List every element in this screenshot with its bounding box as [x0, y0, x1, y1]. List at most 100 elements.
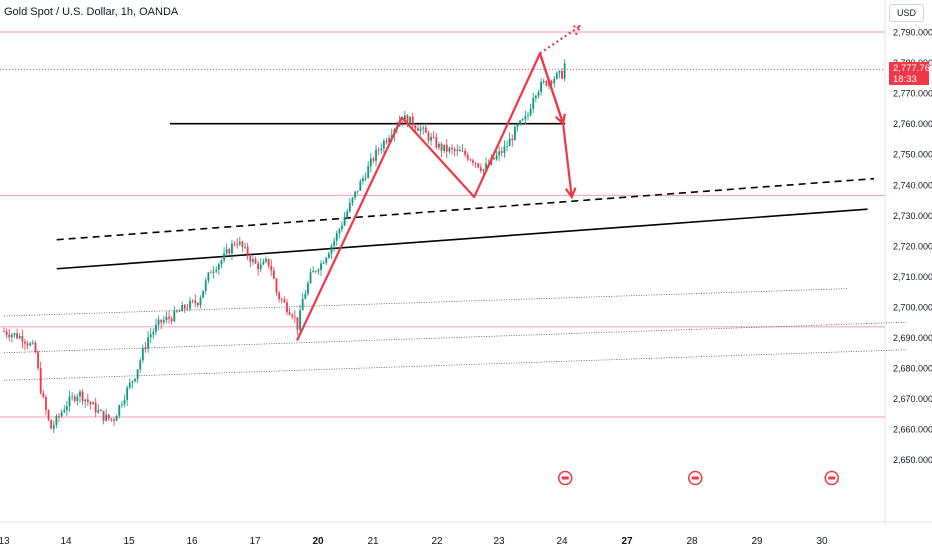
candle-body: [453, 149, 456, 152]
candle-body: [126, 387, 129, 400]
candle-body: [362, 178, 364, 182]
candle-body: [63, 410, 66, 413]
economic-event-flag: [561, 476, 569, 480]
candle-body: [503, 146, 506, 153]
candle-body: [367, 166, 370, 178]
candle-body: [448, 147, 451, 152]
projection-zigzag: [296, 52, 565, 342]
economic-event-flag: [691, 476, 699, 480]
projection-arrow-mid: [538, 53, 565, 124]
candle-body: [52, 425, 55, 429]
y-tick-label: 2,660.000: [893, 425, 932, 435]
candle-body: [178, 311, 181, 312]
candle-body: [152, 331, 155, 335]
candle-body: [259, 264, 262, 270]
candle-body: [97, 410, 100, 413]
currency-button[interactable]: USD: [889, 4, 924, 22]
candle-body: [506, 146, 508, 147]
candle-body: [341, 225, 343, 230]
candle-body: [24, 341, 26, 344]
candle-body: [275, 278, 278, 293]
candle-body: [283, 299, 286, 303]
x-tick-label: 20: [312, 536, 324, 547]
candle-body: [270, 265, 273, 271]
candle-body: [186, 308, 189, 310]
candle-body: [359, 181, 362, 191]
candle-body: [338, 229, 341, 234]
candle-body: [252, 259, 254, 262]
y-tick-label: 2,670.000: [893, 394, 932, 404]
candle-body: [508, 138, 511, 147]
candle-body: [265, 258, 267, 262]
candle-body: [118, 405, 121, 416]
candle-body: [388, 138, 391, 142]
y-tick-label: 2,790.000: [893, 28, 932, 38]
candle-body: [537, 92, 540, 96]
candle-body: [377, 149, 380, 151]
candle-body: [102, 410, 105, 421]
candle-body: [320, 263, 322, 270]
candle-body: [272, 270, 275, 279]
y-tick-label: 2,680.000: [893, 364, 932, 374]
trendline-dotted: [3, 349, 907, 381]
candle-body: [76, 396, 79, 401]
candle-body: [231, 243, 233, 254]
candle-body: [369, 158, 372, 167]
candle-body: [79, 391, 81, 397]
candle-body: [194, 300, 197, 304]
candle-body: [257, 263, 260, 270]
candle-body: [26, 343, 29, 346]
candle-body: [220, 260, 223, 265]
x-tick-label: 28: [686, 536, 698, 547]
candle-body: [409, 116, 411, 125]
candle-body: [105, 414, 108, 421]
last-price-value: 2,777.760: [893, 63, 932, 74]
candle-body: [493, 157, 495, 160]
x-tick-label: 14: [60, 536, 72, 547]
candle-body: [343, 217, 346, 226]
candle-body: [521, 119, 524, 121]
candle-body: [13, 333, 16, 335]
y-tick-label: 2,760.000: [893, 119, 932, 129]
candle-body: [466, 154, 469, 160]
candle-body: [461, 150, 464, 152]
candle-body: [335, 233, 338, 241]
candle-body: [364, 177, 367, 179]
candle-body: [534, 95, 537, 99]
candle-body: [241, 241, 244, 248]
candle-body: [435, 137, 438, 148]
candle-body: [291, 314, 294, 317]
candle-body: [236, 244, 239, 245]
candle-body: [406, 115, 409, 125]
candle-body: [267, 258, 270, 266]
candle-body: [225, 249, 228, 254]
candle-body: [403, 115, 406, 122]
trendline-solid: [56, 208, 868, 270]
candle-body: [60, 412, 63, 417]
candle-body: [288, 312, 291, 315]
candles: [3, 59, 566, 434]
candle-body: [71, 396, 74, 398]
x-tick-label: 13: [0, 536, 10, 547]
candle-body: [147, 337, 149, 349]
candle-body: [322, 263, 325, 264]
candle-body: [244, 246, 246, 248]
candle-body: [524, 116, 527, 120]
candle-body: [542, 80, 545, 82]
candle-body: [385, 140, 388, 142]
candle-body: [430, 136, 432, 141]
trendline-dashed: [56, 177, 875, 241]
candle-body: [10, 334, 13, 338]
candle-body: [149, 334, 152, 338]
candle-body: [417, 128, 419, 131]
candle-body: [110, 418, 113, 420]
candle-body: [207, 272, 210, 281]
candle-body: [8, 334, 11, 338]
candle-body: [136, 369, 139, 379]
candle-body: [312, 270, 315, 273]
candle-body: [458, 149, 461, 152]
candle-body: [519, 120, 522, 125]
y-tick-label: 2,740.000: [893, 180, 932, 190]
candle-body: [144, 348, 147, 349]
